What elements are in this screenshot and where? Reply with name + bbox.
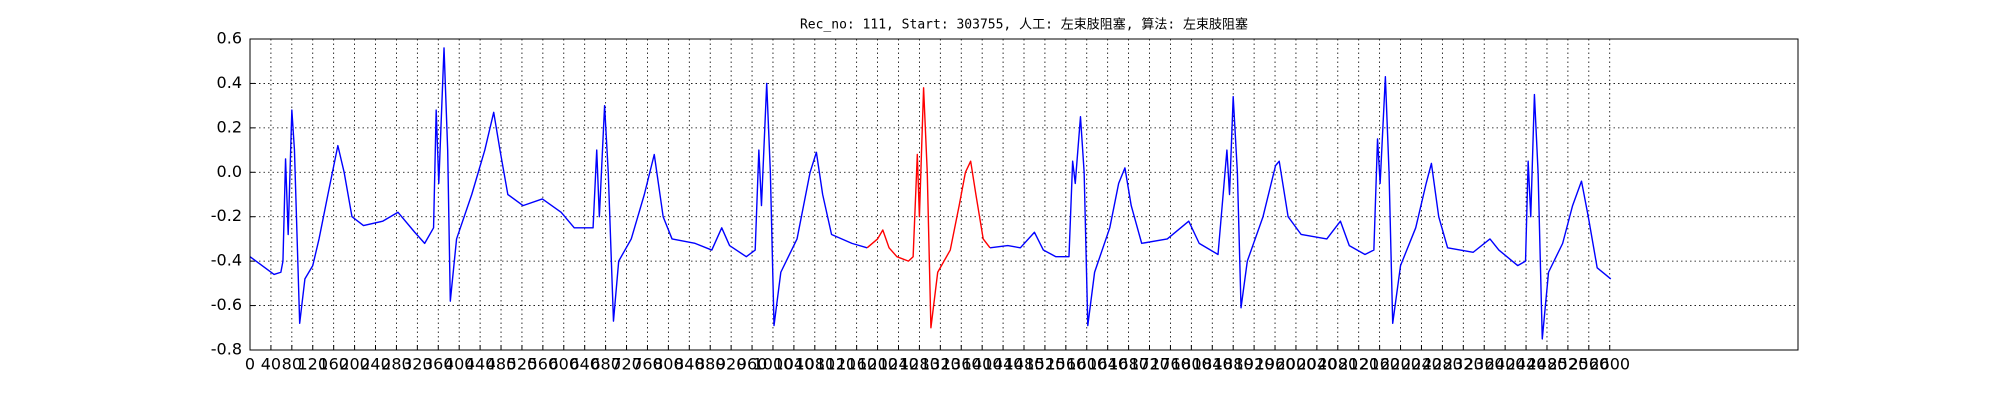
x-tick-label: 2600: [1589, 355, 1630, 374]
x-tick-label: 320: [402, 355, 433, 374]
plot-area: [250, 39, 1798, 350]
x-tick-label: 0: [245, 355, 255, 374]
x-tick-label: 2400: [1485, 355, 1526, 374]
x-tick-label: 680: [590, 355, 621, 374]
y-tick-label: -0.8: [211, 340, 242, 359]
x-tick-label: 1560: [1045, 355, 1086, 374]
x-tick-label: 1280: [899, 355, 940, 374]
x-tick-label: 240: [360, 355, 391, 374]
x-tick-label: 2480: [1527, 355, 1568, 374]
x-tick-label: 760: [632, 355, 663, 374]
plot-frame: [249, 38, 1799, 351]
x-tick-label: 360: [423, 355, 454, 374]
x-tick-label: 2160: [1359, 355, 1400, 374]
x-tick-label: 720: [611, 355, 642, 374]
x-tick-label: 960: [737, 355, 768, 374]
chart-title: Rec_no: 111, Start: 303755, 人工: 左束肢阻塞, 算…: [800, 17, 1248, 33]
x-tick-label: 600: [549, 355, 580, 374]
x-tick-label: 520: [507, 355, 538, 374]
x-tick-label: 480: [486, 355, 517, 374]
y-tick-label: 0.0: [217, 162, 242, 181]
x-tick-label: 2200: [1380, 355, 1421, 374]
x-tick-label: 1800: [1171, 355, 1212, 374]
y-tick-label: -0.6: [211, 295, 242, 314]
x-tick-label: 440: [465, 355, 496, 374]
x-tick-label: 1880: [1213, 355, 1254, 374]
x-tick-label: 800: [653, 355, 684, 374]
x-tick-label: 2040: [1297, 355, 1338, 374]
x-tick-label: 1160: [836, 355, 877, 374]
y-tick-label: -0.2: [211, 206, 242, 225]
x-tick-label: 80: [282, 355, 302, 374]
x-tick-label: 2360: [1464, 355, 1505, 374]
x-tick-label: 40: [261, 355, 281, 374]
x-tick-label: 1400: [962, 355, 1003, 374]
x-tick-label: 2520: [1548, 355, 1589, 374]
x-tick-label: 1120: [815, 355, 856, 374]
x-tick-label: 400: [444, 355, 475, 374]
x-tick-label: 160: [318, 355, 349, 374]
y-tick-label: 0.6: [217, 29, 242, 48]
x-tick-label: 1040: [774, 355, 815, 374]
x-tick-label: 880: [695, 355, 726, 374]
x-tick-label: 2240: [1401, 355, 1442, 374]
x-tick-label: 640: [569, 355, 600, 374]
x-tick-label: 2560: [1568, 355, 1609, 374]
x-tick-label: 1200: [857, 355, 898, 374]
x-tick-label: 1240: [878, 355, 919, 374]
x-tick-label: 2320: [1443, 355, 1484, 374]
x-tick-label: 1840: [1192, 355, 1233, 374]
x-tick-label: 560: [528, 355, 559, 374]
x-tick-label: 1920: [1234, 355, 1275, 374]
x-tick-label: 1640: [1087, 355, 1128, 374]
x-tick-label: 2080: [1317, 355, 1358, 374]
x-tick-label: 2440: [1506, 355, 1547, 374]
x-tick-label: 2120: [1338, 355, 1379, 374]
x-tick-label: 1480: [1004, 355, 1045, 374]
x-tick-label: 920: [716, 355, 747, 374]
x-tick-label: 1360: [941, 355, 982, 374]
x-tick-label: 1080: [794, 355, 835, 374]
x-tick-label: 2280: [1422, 355, 1463, 374]
x-tick-label: 2000: [1276, 355, 1317, 374]
x-tick-label: 1000: [753, 355, 794, 374]
x-tick-label: 1760: [1150, 355, 1191, 374]
x-tick-label: 1680: [1108, 355, 1149, 374]
x-tick-label: 280: [381, 355, 412, 374]
y-tick-label: 0.2: [217, 117, 242, 136]
x-tick-label: 1600: [1066, 355, 1107, 374]
x-tick-label: 1320: [920, 355, 961, 374]
x-tick-label: 1960: [1255, 355, 1296, 374]
x-tick-label: 1720: [1129, 355, 1170, 374]
x-tick-label: 1440: [983, 355, 1024, 374]
y-tick-label: 0.4: [217, 73, 242, 92]
x-tick-label: 120: [297, 355, 328, 374]
x-tick-label: 840: [674, 355, 705, 374]
y-tick-label: -0.4: [211, 251, 242, 270]
series-line: [249, 47, 1612, 340]
x-tick-label: 1520: [1025, 355, 1066, 374]
x-tick-label: 200: [339, 355, 370, 374]
series-line: [866, 87, 991, 329]
